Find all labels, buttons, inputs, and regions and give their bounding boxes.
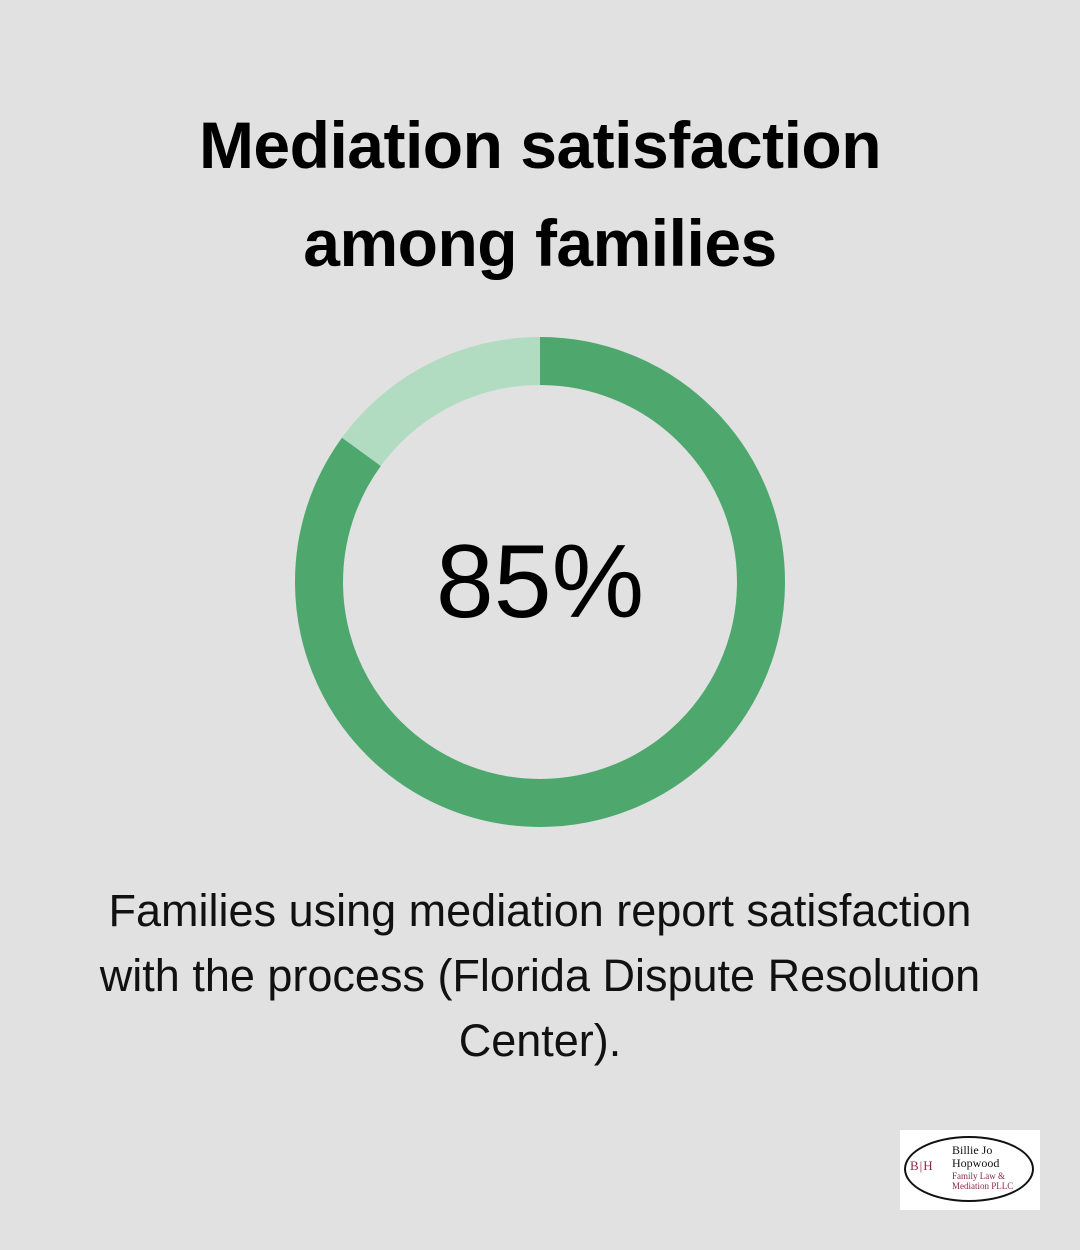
donut-chart: [295, 337, 785, 827]
caption: Families using mediation report satisfac…: [40, 878, 1040, 1073]
logo-subtitle: Family Law & Mediation PLLC: [952, 1171, 1013, 1191]
caption-line-2: with the process (Florida Dispute Resolu…: [99, 950, 981, 1001]
logo-name-line-2: Hopwood: [952, 1156, 1000, 1170]
title-line-2: among families: [303, 206, 777, 280]
logo-ellipse: [904, 1136, 1034, 1202]
caption-line-1: Families using mediation report satisfac…: [108, 885, 972, 936]
scales-of-justice-icon: B|H: [910, 1158, 934, 1173]
caption-line-3: Center).: [458, 1015, 622, 1066]
title-line-1: Mediation satisfaction: [198, 108, 882, 182]
logo-sub-line-2: Mediation PLLC: [952, 1181, 1014, 1191]
logo-name-line-1: Billie Jo: [952, 1143, 993, 1157]
stat-value: 85%: [435, 524, 645, 640]
donut-value-segment: [295, 337, 785, 827]
logo-name: Billie Jo Hopwood: [952, 1144, 999, 1170]
logo-sub-line-1: Family Law &: [952, 1171, 1005, 1181]
page-title: Mediation satisfaction among families: [0, 96, 1080, 292]
company-logo: B|H Billie Jo Hopwood Family Law & Media…: [900, 1130, 1040, 1210]
